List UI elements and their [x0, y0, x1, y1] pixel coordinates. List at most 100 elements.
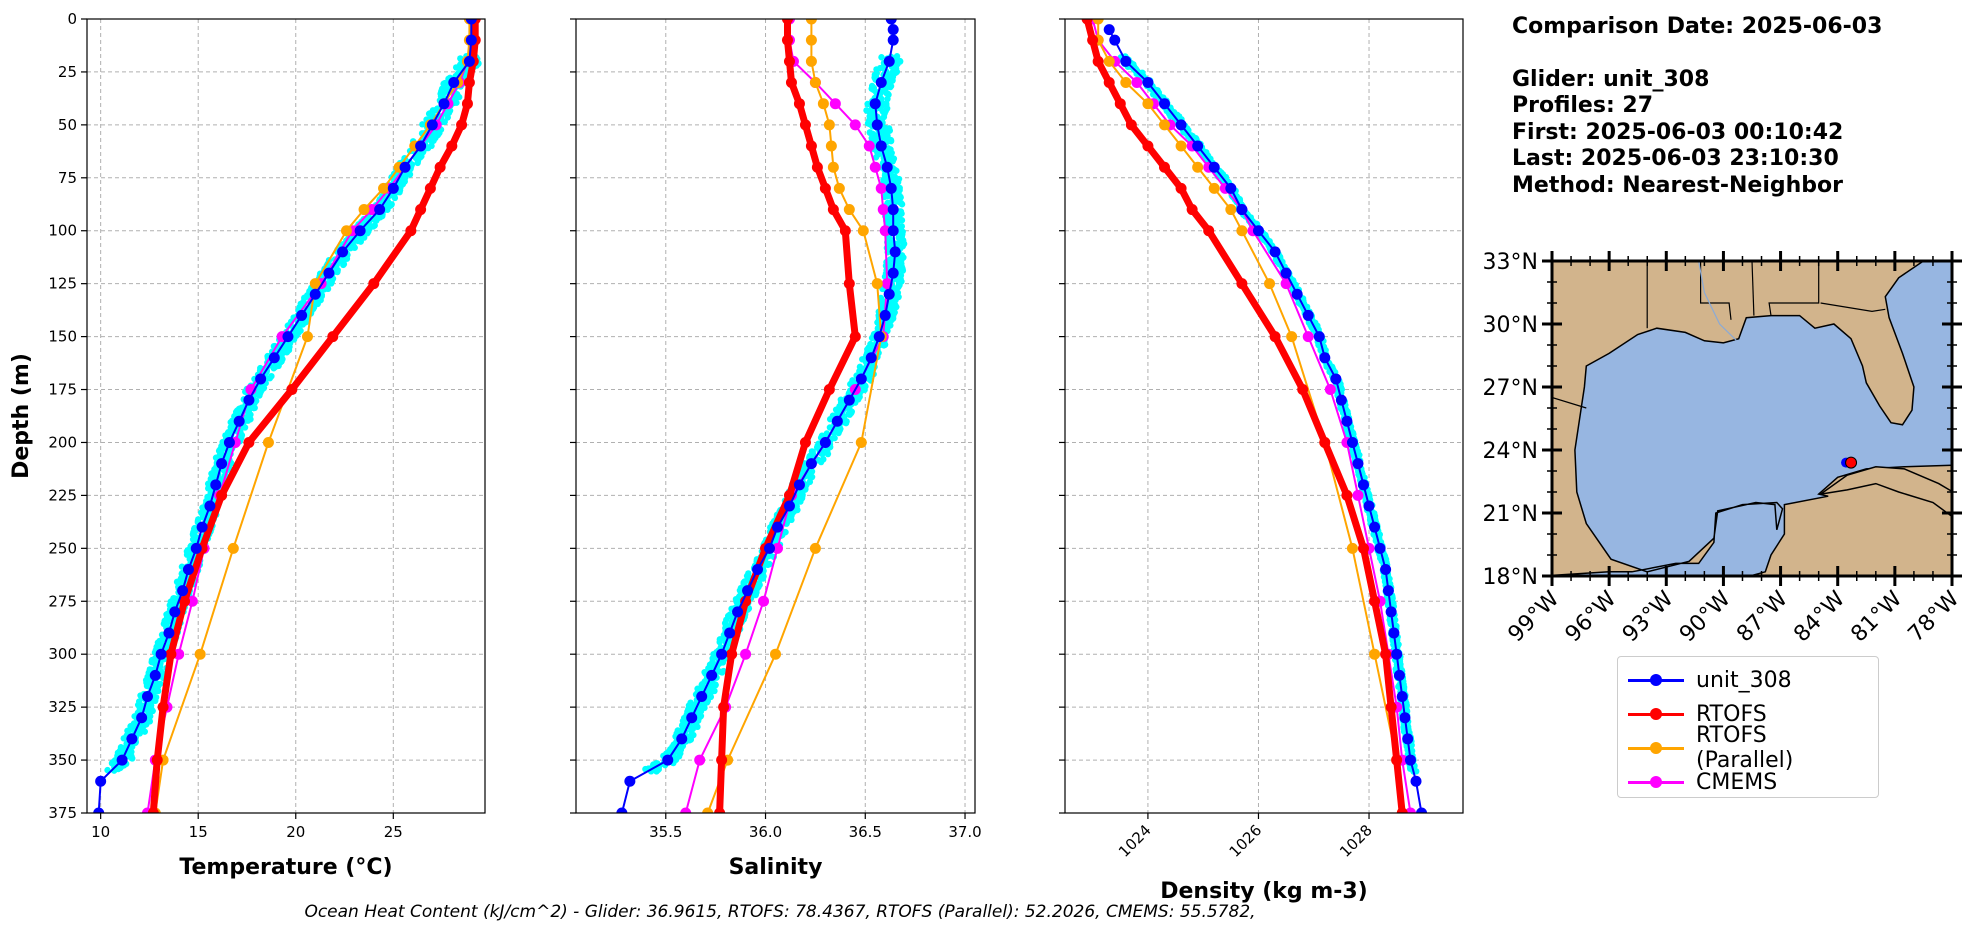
y-tick-label: 350 — [48, 751, 77, 769]
x-tick-label: 1028 — [1336, 821, 1376, 861]
data-point — [358, 204, 370, 216]
data-point — [1131, 77, 1143, 89]
data-point — [173, 648, 185, 660]
series-cmems — [680, 19, 893, 813]
data-point — [1388, 627, 1400, 639]
data-point — [1120, 77, 1132, 89]
legend-label: RTOFS (Parallel) — [1696, 723, 1794, 773]
data-point — [875, 140, 887, 152]
data-point — [1269, 331, 1281, 343]
data-point — [147, 807, 159, 813]
data-point — [732, 606, 744, 618]
glider-cloud-point — [716, 636, 724, 643]
data-point — [783, 55, 795, 67]
lat-tick-label: 24°N — [1483, 439, 1538, 464]
data-point — [805, 458, 817, 470]
y-axis — [1059, 18, 1065, 814]
glider-cloud-point — [826, 415, 834, 423]
grid — [1065, 18, 1463, 814]
data-point — [223, 436, 235, 448]
glider-cloud-point — [764, 560, 771, 567]
data-point — [624, 775, 636, 787]
data-point — [186, 595, 198, 607]
glider-marker — [1845, 456, 1858, 469]
data-point — [1203, 225, 1215, 237]
data-point — [799, 436, 811, 448]
glider-cloud-point — [136, 729, 143, 737]
y-tick-label: 325 — [48, 698, 77, 716]
glider-cloud-point — [241, 424, 249, 431]
data-point — [843, 278, 855, 290]
data-point — [781, 34, 793, 46]
data-point — [873, 331, 885, 343]
data-point — [1225, 182, 1237, 194]
glider-cloud-point — [120, 735, 127, 742]
data-point — [839, 225, 851, 237]
data-point — [809, 77, 821, 89]
data-point — [163, 627, 175, 639]
data-point — [855, 436, 867, 448]
data-point — [724, 627, 736, 639]
data-point — [227, 542, 239, 554]
border-line — [1820, 302, 1886, 313]
lat-tick-label: 18°N — [1483, 565, 1538, 590]
x-axis-label: Temperature (°C) — [179, 855, 392, 880]
data-point — [686, 712, 698, 724]
x-tick-label: 10 — [91, 823, 110, 841]
data-point — [1236, 278, 1248, 290]
glider-cloud-point — [654, 766, 661, 774]
glider-cloud-point — [428, 138, 435, 145]
data-point — [1302, 309, 1314, 321]
legend: unit_308 RTOFS RTOFS (Parallel) CMEMS — [1617, 656, 1879, 798]
data-point — [1330, 373, 1342, 385]
glider-cloud-point — [871, 74, 878, 81]
glider-cloud-point — [824, 450, 832, 458]
glider-cloud-point — [334, 268, 341, 276]
series-line — [684, 19, 889, 813]
data-point — [1109, 34, 1121, 46]
data-point — [296, 309, 308, 321]
glider-cloud-point — [299, 321, 307, 328]
lon-tick-label: 78°W — [1904, 586, 1965, 647]
glider-cloud-point — [272, 363, 279, 371]
series-line — [716, 19, 859, 813]
glider-cloud — [104, 52, 482, 774]
data-point — [1302, 331, 1314, 343]
data-point — [366, 204, 378, 216]
data-point — [337, 246, 349, 258]
series-unit-308 — [1103, 24, 1428, 813]
data-point — [875, 182, 887, 194]
glider-cloud-point — [227, 419, 234, 426]
data-point — [752, 564, 764, 576]
x-tick-label: 36.0 — [749, 823, 782, 841]
axes-frame — [575, 18, 976, 814]
data-point — [1142, 98, 1154, 110]
data-point — [1252, 225, 1264, 237]
data-point — [805, 140, 817, 152]
legend-swatch — [1628, 738, 1684, 758]
border-line — [1768, 261, 1820, 316]
data-point — [1264, 278, 1276, 290]
lon-tick-label: 87°W — [1732, 586, 1793, 647]
legend-item-cmems: CMEMS — [1628, 765, 1868, 799]
data-point — [1186, 204, 1198, 216]
data-point — [885, 19, 897, 25]
lat-tick-label: 27°N — [1483, 376, 1538, 401]
data-point — [811, 161, 823, 173]
data-point — [718, 701, 730, 713]
glider-cloud-point — [155, 687, 162, 695]
glider-cloud-point — [441, 118, 448, 126]
data-point — [354, 225, 366, 237]
data-point — [883, 55, 895, 67]
data-point — [740, 648, 752, 660]
data-point — [1087, 34, 1099, 46]
profile-panel-1: 0 25 50 75 100 125 150 175 200 225 250 275 300 325 350… — [9, 10, 486, 880]
y-tick-label: 175 — [48, 381, 77, 399]
glider-cloud-point — [687, 736, 695, 743]
y-axis-label: Depth (m) — [9, 353, 34, 479]
data-point — [1192, 140, 1204, 152]
legend-swatch — [1628, 772, 1684, 792]
data-point — [742, 585, 754, 597]
river — [1698, 261, 1738, 342]
data-point — [415, 140, 427, 152]
